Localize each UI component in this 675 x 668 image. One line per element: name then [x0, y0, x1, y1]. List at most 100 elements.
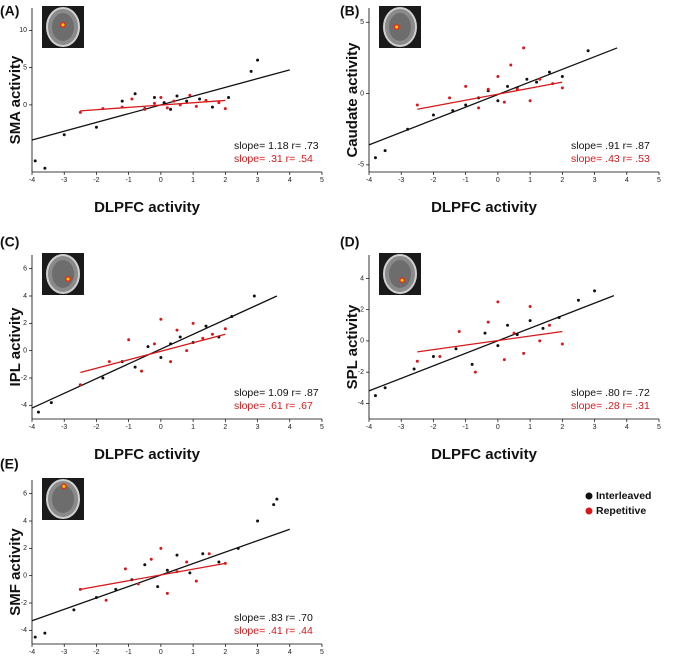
- point: [194, 104, 198, 108]
- point: [506, 323, 510, 327]
- fit-annotation: slope= 1.18 r= .73: [234, 140, 319, 152]
- point: [431, 355, 435, 359]
- x-tick-label: 1: [191, 649, 195, 656]
- point: [560, 342, 564, 346]
- x-tick-label: -4: [366, 424, 372, 431]
- fit-line: [80, 333, 226, 374]
- point: [43, 166, 47, 170]
- point: [33, 159, 37, 163]
- x-tick-label: -2: [93, 424, 99, 431]
- point: [191, 321, 195, 325]
- point: [165, 106, 169, 110]
- point: [383, 149, 387, 153]
- point: [188, 93, 192, 97]
- legend-label: Repetitive: [596, 505, 646, 517]
- y-tick-label: 6: [23, 266, 27, 273]
- point: [159, 546, 163, 550]
- point: [470, 362, 474, 366]
- point: [438, 355, 442, 359]
- point: [272, 503, 276, 507]
- point: [207, 552, 211, 556]
- fit-annotation: slope= .61 r= .67: [234, 400, 313, 412]
- point: [159, 356, 163, 359]
- point: [547, 70, 551, 74]
- point: [159, 317, 163, 321]
- x-tick-label: -4: [366, 177, 372, 184]
- x-axis-label: DLPFC activity: [94, 446, 201, 463]
- fit-line: [368, 47, 618, 146]
- x-tick-label: 5: [657, 177, 661, 184]
- point: [415, 103, 419, 107]
- y-tick-label: 4: [23, 518, 27, 525]
- point: [175, 94, 179, 98]
- panel: -4 -3 -2 -1 0 1 2 3 4 5 0 5 10 DLPFC activity SMA acti…: [0, 3, 324, 216]
- panel-label: (E): [0, 456, 19, 472]
- fit-annotation: slope= .28 r= .31: [571, 400, 650, 412]
- fit-line: [80, 99, 226, 112]
- point: [547, 323, 551, 327]
- point: [201, 336, 205, 340]
- activation-core: [400, 278, 404, 282]
- point: [538, 339, 542, 343]
- y-tick-label: 6: [23, 491, 27, 498]
- fit-annotation: slope= 1.09 r= .87: [234, 387, 319, 399]
- brain-inset-inner: [389, 260, 411, 288]
- x-tick-label: -3: [61, 177, 67, 184]
- y-tick-label: 10: [19, 27, 27, 34]
- x-tick-label: 0: [159, 177, 163, 184]
- y-axis-label: SMF activity: [7, 528, 24, 616]
- x-tick-label: -3: [398, 177, 404, 184]
- point: [509, 63, 513, 67]
- y-tick-label: 5: [23, 64, 27, 71]
- point: [502, 100, 506, 104]
- panel: -4 -3 -2 -1 0 1 2 3 4 5 -4 -2 0 2 4 DLPFC activity SPL a…: [340, 234, 661, 463]
- x-tick-label: 5: [320, 649, 324, 656]
- point: [185, 560, 189, 564]
- fit-line: [417, 81, 563, 110]
- x-tick-label: -1: [463, 424, 469, 431]
- y-tick-label: 0: [360, 90, 364, 97]
- x-tick-label: 3: [593, 424, 597, 431]
- point: [204, 324, 208, 328]
- point: [457, 330, 461, 334]
- point: [198, 97, 202, 101]
- y-tick-label: 5: [360, 19, 364, 26]
- point: [172, 99, 176, 103]
- point: [120, 99, 124, 103]
- point: [169, 360, 173, 364]
- fit-annotation: slope= .91 r= .87: [571, 140, 650, 152]
- y-axis-label: IPL activity: [7, 307, 24, 387]
- point: [165, 568, 169, 572]
- point: [101, 376, 105, 380]
- point: [149, 557, 153, 561]
- y-tick-label: 0: [23, 348, 27, 355]
- x-tick-label: -2: [430, 424, 436, 431]
- x-tick-label: -4: [29, 649, 35, 656]
- x-tick-label: 4: [625, 424, 629, 431]
- x-tick-label: -3: [61, 424, 67, 431]
- point: [140, 369, 144, 373]
- y-axis-label: SPL activity: [344, 304, 361, 389]
- fit-line: [368, 295, 615, 392]
- x-tick-label: -3: [398, 424, 404, 431]
- x-tick-label: -1: [463, 177, 469, 184]
- point: [178, 335, 182, 339]
- y-tick-label: -4: [358, 400, 364, 407]
- point: [169, 107, 173, 111]
- point: [201, 552, 205, 556]
- x-tick-label: -2: [93, 177, 99, 184]
- x-tick-label: 2: [560, 424, 564, 431]
- fit-line: [31, 295, 278, 409]
- x-tick-label: -3: [61, 649, 67, 656]
- point: [146, 345, 150, 349]
- point: [43, 631, 47, 635]
- x-tick-label: 5: [320, 177, 324, 184]
- fit-annotation: slope= .83 r= .70: [234, 612, 313, 624]
- x-tick-label: -4: [29, 177, 35, 184]
- x-tick-label: 3: [593, 177, 597, 184]
- panel-label: (C): [0, 234, 19, 250]
- x-tick-label: 1: [528, 424, 532, 431]
- x-tick-label: -4: [29, 424, 35, 431]
- x-tick-label: 2: [223, 177, 227, 184]
